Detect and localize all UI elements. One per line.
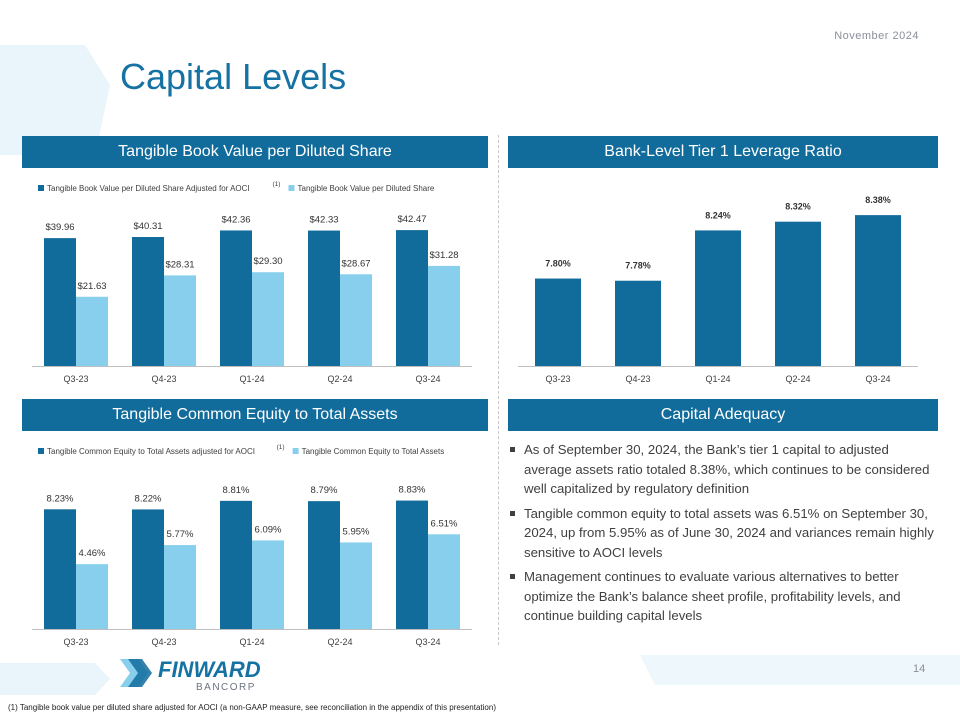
bar [340,274,372,366]
data-label: 7.80% [545,259,571,269]
page-number: 14 [913,663,926,675]
data-label: 8.24% [705,210,731,220]
x-tick-label: Q2-24 [327,374,352,384]
bar [252,272,284,366]
chart-tier1-leverage-ratio: 7.80% Q3-23 7.78% Q4-23 8.24% Q1-24 8.32% Q2-24… [518,195,918,384]
capital-adequacy-bullets: As of September 30, 2024, the Bank’s tie… [510,440,935,631]
bar [428,265,460,366]
bar [308,230,340,366]
data-label: $28.67 [341,258,370,269]
data-label: 8.79% [311,485,338,496]
data-label: 4.46% [79,548,106,559]
bullet-item: Tangible common equity to total assets w… [510,504,935,563]
data-label: 5.95% [343,526,370,537]
bar [76,296,108,366]
legend-swatch [38,185,44,191]
x-tick-label: Q2-24 [327,637,352,647]
footnote: (1) Tangible book value per diluted shar… [8,703,496,712]
data-label: $29.30 [253,256,282,267]
bar [44,238,76,366]
legend-label: Tangible Book Value per Diluted Share [298,184,435,193]
bar [775,221,821,366]
legend-label: Tangible Book Value per Diluted Share Ad… [47,184,250,193]
x-tick-label: Q4-23 [625,374,650,384]
data-label: $21.63 [77,281,106,292]
data-label: 8.38% [865,195,891,205]
chart-tangible-common-equity: Tangible Common Equity to Total Assets a… [32,444,472,647]
x-tick-label: Q1-24 [239,637,264,647]
data-label: 8.22% [135,493,162,504]
bar [164,545,196,629]
data-label: 6.51% [431,518,458,529]
bar [164,275,196,366]
bullet-item: Management continues to evaluate various… [510,567,935,626]
x-tick-label: Q3-23 [63,374,88,384]
data-label: 8.83% [399,485,426,496]
data-label: $42.36 [221,214,250,225]
data-label: 7.78% [625,261,651,271]
x-tick-label: Q3-24 [415,374,440,384]
data-label: 6.09% [255,524,282,535]
data-label: $28.31 [165,259,194,270]
x-tick-label: Q3-24 [415,637,440,647]
bar [695,230,741,366]
logo-sub: BANCORP [196,682,256,693]
bar [396,230,428,366]
panel-divider [498,135,499,645]
x-tick-label: Q2-24 [785,374,810,384]
data-label: 8.32% [785,202,811,212]
panel-header-tbv: Tangible Book Value per Diluted Share [22,136,488,168]
bar [220,230,252,366]
panel-header-tce: Tangible Common Equity to Total Assets [22,399,488,431]
bar [615,280,661,366]
panel-header-tier1: Bank-Level Tier 1 Leverage Ratio [508,136,938,168]
legend-superscript: (1) [277,444,285,451]
chart-tangible-book-value: Tangible Book Value per Diluted Share Ad… [32,181,472,384]
data-label: 8.23% [47,493,74,504]
finward-logo: FINWARD BANCORP [120,657,261,693]
bar [44,509,76,629]
page-title: Capital Levels [120,56,347,97]
decorative-band-bottom [0,655,960,695]
logo-name: FINWARD [158,657,261,682]
bullet-item: As of September 30, 2024, the Bank’s tie… [510,440,935,499]
legend-label: Tangible Common Equity to Total Assets [302,447,445,456]
x-tick-label: Q4-23 [151,637,176,647]
bar [132,237,164,366]
decorative-chevron-top [0,45,110,155]
bar [220,500,252,629]
data-label: $42.33 [309,215,338,226]
legend-swatch [38,448,44,454]
legend-label: Tangible Common Equity to Total Assets a… [47,447,255,456]
panel-header-capital-adequacy: Capital Adequacy [508,399,938,431]
x-tick-label: Q3-23 [63,637,88,647]
data-label: 5.77% [167,529,194,540]
bar [132,509,164,629]
bar [252,540,284,629]
x-tick-label: Q3-24 [865,374,890,384]
legend-swatch [288,185,295,191]
bar [428,534,460,629]
legend-superscript: (1) [273,181,281,188]
x-tick-label: Q1-24 [239,374,264,384]
bar [535,278,581,366]
x-tick-label: Q4-23 [151,374,176,384]
bar [308,501,340,629]
bar [396,500,428,629]
data-label: 8.81% [223,485,250,496]
legend-swatch [292,448,299,454]
data-label: $40.31 [133,221,162,232]
x-tick-label: Q3-23 [545,374,570,384]
presentation-date: November 2024 [834,30,919,42]
x-tick-label: Q1-24 [705,374,730,384]
bar [855,215,901,366]
bar [340,542,372,629]
bar [76,564,108,629]
data-label: $39.96 [45,222,74,233]
data-label: $31.28 [429,250,458,261]
data-label: $42.47 [397,214,426,225]
